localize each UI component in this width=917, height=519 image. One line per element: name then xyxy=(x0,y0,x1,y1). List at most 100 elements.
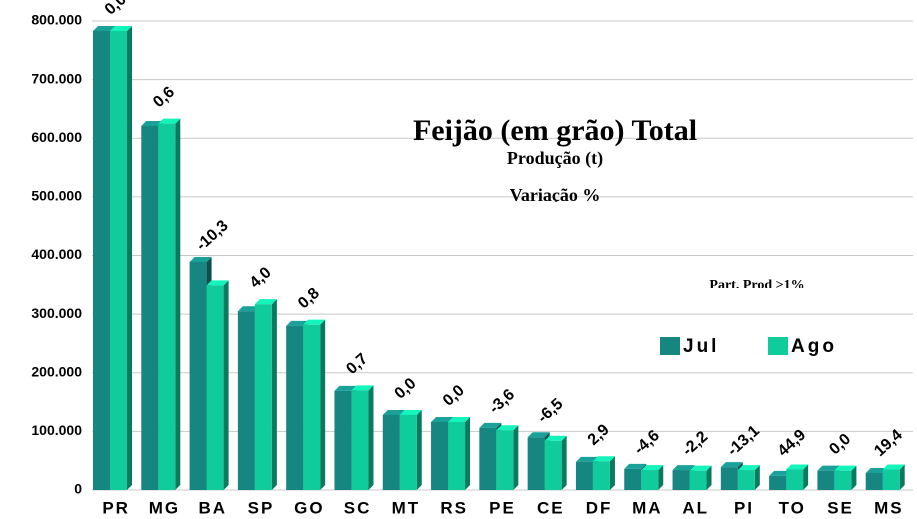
subtitle: Produção (t) xyxy=(507,148,603,169)
bar-side xyxy=(223,280,229,490)
legend-swatch xyxy=(768,337,788,355)
x-tick-label: MG xyxy=(149,498,180,517)
bar-top xyxy=(544,435,567,441)
bar-top xyxy=(303,319,326,325)
bar xyxy=(720,467,738,490)
bar-top xyxy=(769,470,792,476)
bar-side xyxy=(513,425,519,490)
variation-label: -3,6 xyxy=(486,386,518,417)
x-tick-label: SE xyxy=(827,498,854,517)
bar-side xyxy=(320,319,326,490)
bar xyxy=(158,123,176,490)
x-tick-label: PR xyxy=(102,498,130,517)
bar xyxy=(110,30,127,491)
variation-label: 0,0 xyxy=(440,382,468,410)
y-tick-label: 600.000 xyxy=(31,129,82,145)
bar-top xyxy=(527,432,550,438)
variation-label: -13,1 xyxy=(724,422,763,459)
x-tick-label: GO xyxy=(294,498,324,517)
x-tick-label: AL xyxy=(682,498,709,517)
x-tick-label: TO xyxy=(779,498,806,517)
bar-top xyxy=(624,463,647,469)
bar xyxy=(575,461,593,490)
bar-top xyxy=(672,465,695,471)
variation-label: -2,2 xyxy=(679,428,711,459)
y-tick-label: 400.000 xyxy=(31,246,82,262)
bar-top xyxy=(382,409,405,415)
bar-top xyxy=(479,422,502,428)
bar xyxy=(882,469,900,490)
bar xyxy=(834,470,852,490)
bar-top xyxy=(882,464,905,470)
bar-top xyxy=(575,456,598,462)
legend-label: Ago xyxy=(791,336,837,357)
bar-top xyxy=(237,306,260,312)
bar-top xyxy=(158,118,181,124)
subtitle-2: Variação % xyxy=(510,185,601,205)
bar-top xyxy=(496,425,519,431)
bar-top xyxy=(834,465,857,471)
bar xyxy=(672,470,690,490)
variation-label: 0,0 xyxy=(826,431,854,459)
bar-top xyxy=(189,256,212,262)
x-tick-label: MT xyxy=(392,498,421,517)
variation-label: 0,6 xyxy=(150,84,178,112)
bar-side xyxy=(271,299,277,490)
y-tick-label: 300.000 xyxy=(31,305,82,321)
bar-side xyxy=(368,385,374,490)
y-tick-label: 800.000 xyxy=(31,12,82,28)
bar xyxy=(496,430,514,490)
variation-label: 2,9 xyxy=(585,421,613,449)
bar xyxy=(592,461,610,490)
y-tick-label: 200.000 xyxy=(31,363,82,379)
bar-top xyxy=(592,456,615,462)
bar-side xyxy=(803,464,809,490)
bar xyxy=(817,470,835,490)
x-tick-label: SC xyxy=(344,498,372,517)
variation-label: 4,0 xyxy=(247,264,275,292)
variation-label: 0,0 xyxy=(392,375,420,403)
bar-top xyxy=(737,465,760,471)
bar xyxy=(399,414,417,490)
chart-title: Feijão (em grão) Total xyxy=(413,114,697,147)
bar-top xyxy=(641,465,664,471)
x-tick-label: MA xyxy=(632,498,662,517)
bar xyxy=(624,468,642,490)
x-tick-label: PI xyxy=(734,498,754,517)
bar-top xyxy=(865,467,888,473)
bar xyxy=(689,470,707,490)
bar xyxy=(351,390,369,490)
bar xyxy=(641,470,659,490)
bar xyxy=(544,440,562,490)
bar-top xyxy=(351,385,374,391)
bar xyxy=(93,30,110,491)
annotation: Part. Prod >1% xyxy=(709,278,804,293)
x-tick-label: MS xyxy=(874,498,904,517)
bar-side xyxy=(175,118,181,490)
bar xyxy=(237,311,255,490)
bar-top xyxy=(448,416,471,422)
y-tick-label: 0 xyxy=(74,481,82,497)
bar-side xyxy=(127,25,132,491)
variation-label: 0,8 xyxy=(295,285,323,313)
bar-top xyxy=(286,320,309,326)
bar-top xyxy=(817,465,840,471)
bar xyxy=(769,475,787,490)
bar xyxy=(479,427,497,490)
x-tick-label: PE xyxy=(489,498,516,517)
bar xyxy=(431,421,449,490)
bar xyxy=(527,437,545,490)
bar-side xyxy=(754,465,760,490)
y-tick-label: 500.000 xyxy=(31,188,82,204)
bar-side xyxy=(658,465,664,490)
bar xyxy=(286,325,304,490)
variation-label: 0,0 xyxy=(102,0,130,19)
y-tick-label: 700.000 xyxy=(31,70,82,86)
variation-label: 0,7 xyxy=(343,350,371,378)
bar-side xyxy=(851,465,857,490)
bar-top xyxy=(689,465,712,471)
bar-side xyxy=(561,435,567,490)
variation-label: -10,3 xyxy=(193,217,232,254)
bar-top xyxy=(720,462,743,468)
